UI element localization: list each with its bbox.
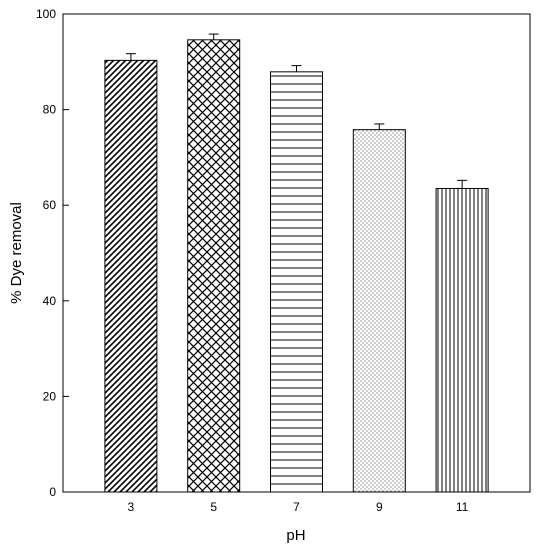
bar-ph-7 (270, 71, 323, 493)
y-tick-label: 100 (36, 7, 56, 21)
bar-ph-9 (352, 129, 406, 493)
y-tick-label: 20 (43, 389, 57, 403)
y-tick-label: 0 (49, 485, 56, 499)
y-tick-label: 80 (43, 103, 57, 117)
x-tick-label: 5 (210, 500, 217, 514)
x-tick-label: 9 (376, 500, 383, 514)
y-tick-label: 60 (43, 198, 57, 212)
x-tick-label: 11 (456, 500, 469, 514)
bar-ph-11 (435, 187, 489, 493)
y-axis-title: % Dye removal (8, 202, 25, 304)
y-tick-label: 40 (43, 294, 57, 308)
bar-series (104, 33, 489, 493)
x-tick-label: 7 (293, 500, 300, 514)
y-axis: 0 20 40 60 80 100 (36, 7, 69, 499)
bar-ph-5 (187, 39, 241, 493)
x-tick-label: 3 (128, 500, 135, 514)
bar-ph-3 (104, 59, 158, 493)
x-axis-title: pH (286, 527, 305, 544)
